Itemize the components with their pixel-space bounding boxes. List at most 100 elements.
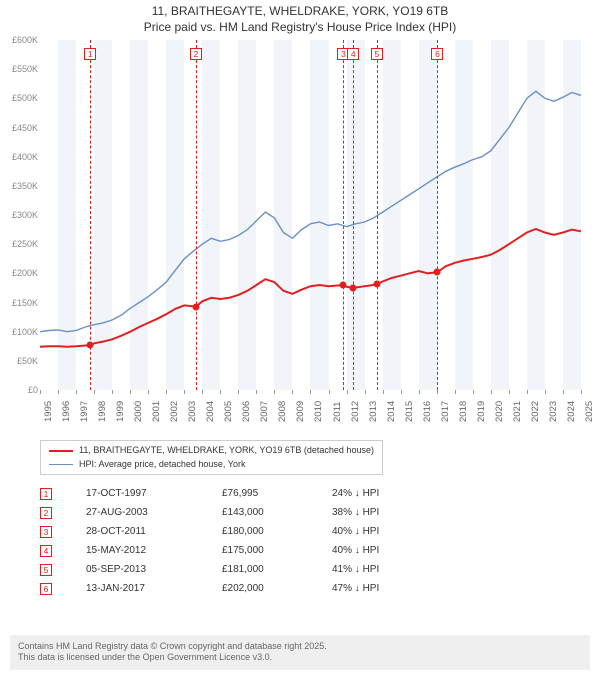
y-axis-label: £300K — [12, 210, 38, 220]
x-tick — [292, 390, 293, 394]
transaction-marker: 1 — [84, 48, 96, 60]
transactions-table: 1 17-OCT-1997£76,99524% ↓ HPI 2 27-AUG-2003… — [40, 484, 392, 598]
row-price: £180,000 — [222, 526, 332, 537]
x-tick — [509, 390, 510, 394]
transaction-line — [343, 40, 344, 390]
y-axis-label: £250K — [12, 239, 38, 249]
row-date: 17-OCT-1997 — [86, 488, 222, 499]
x-tick — [58, 390, 59, 394]
x-tick — [581, 390, 582, 394]
table-row: 2 27-AUG-2003£143,00038% ↓ HPI — [40, 503, 392, 522]
footer: Contains HM Land Registry data © Crown c… — [10, 635, 590, 670]
x-axis-label: 2001 — [151, 401, 162, 422]
x-tick — [40, 390, 41, 394]
legend-swatch — [49, 464, 73, 466]
x-tick — [310, 390, 311, 394]
x-axis-label: 1996 — [61, 401, 72, 422]
table-row: 1 17-OCT-1997£76,99524% ↓ HPI — [40, 484, 392, 503]
x-tick — [527, 390, 528, 394]
x-tick — [274, 390, 275, 394]
transaction-marker: 2 — [190, 48, 202, 60]
x-axis-label: 2019 — [476, 401, 487, 422]
transaction-line — [196, 40, 197, 390]
row-price: £175,000 — [222, 545, 332, 556]
plot-area: 123456 — [40, 40, 590, 390]
x-tick — [184, 390, 185, 394]
x-axis-label: 2006 — [241, 401, 252, 422]
page-title: 11, BRAITHEGAYTE, WHELDRAKE, YORK, YO19 … — [0, 0, 600, 35]
x-axis-label: 2020 — [494, 401, 505, 422]
sale-point — [87, 342, 94, 349]
row-price: £76,995 — [222, 488, 332, 499]
legend: 11, BRAITHEGAYTE, WHELDRAKE, YORK, YO19 … — [40, 440, 383, 475]
x-axis-label: 2016 — [422, 401, 433, 422]
transaction-line — [437, 40, 438, 390]
row-pct: 47% ↓ HPI — [332, 583, 392, 594]
x-axis-label: 2008 — [277, 401, 288, 422]
y-axis-label: £100K — [12, 327, 38, 337]
x-axis-label: 1997 — [79, 401, 90, 422]
row-price: £143,000 — [222, 507, 332, 518]
transaction-line — [377, 40, 378, 390]
legend-label: HPI: Average price, detached house, York — [79, 458, 245, 472]
x-axis-label: 2003 — [187, 401, 198, 422]
x-axis-label: 2004 — [205, 401, 216, 422]
sale-point — [192, 303, 199, 310]
y-axis-label: £350K — [12, 181, 38, 191]
x-axis-label: 2012 — [350, 401, 361, 422]
y-axis-label: £500K — [12, 93, 38, 103]
series-line — [40, 229, 581, 347]
row-marker: 2 — [40, 507, 52, 519]
y-axis-label: £550K — [12, 64, 38, 74]
row-marker: 1 — [40, 488, 52, 500]
x-tick — [112, 390, 113, 394]
y-axis-label: £50K — [17, 356, 38, 366]
legend-item: 11, BRAITHEGAYTE, WHELDRAKE, YORK, YO19 … — [49, 444, 374, 458]
x-tick — [202, 390, 203, 394]
x-tick — [220, 390, 221, 394]
x-axis-label: 2022 — [530, 401, 541, 422]
x-axis-label: 2025 — [584, 401, 595, 422]
footer-line1: Contains HM Land Registry data © Crown c… — [18, 641, 582, 653]
x-axis-label: 2007 — [259, 401, 270, 422]
sale-point — [350, 284, 357, 291]
x-axis-label: 2009 — [295, 401, 306, 422]
x-tick — [166, 390, 167, 394]
row-date: 13-JAN-2017 — [86, 583, 222, 594]
x-axis-label: 2010 — [313, 401, 324, 422]
x-axis-label: 2021 — [512, 401, 523, 422]
x-tick — [148, 390, 149, 394]
row-pct: 24% ↓ HPI — [332, 488, 392, 499]
row-pct: 40% ↓ HPI — [332, 545, 392, 556]
x-tick — [455, 390, 456, 394]
transaction-marker: 6 — [431, 48, 443, 60]
x-axis-label: 1995 — [43, 401, 54, 422]
table-row: 505-SEP-2013£181,00041% ↓ HPI — [40, 560, 392, 579]
row-pct: 38% ↓ HPI — [332, 507, 392, 518]
legend-item: HPI: Average price, detached house, York — [49, 458, 374, 472]
x-tick — [365, 390, 366, 394]
transaction-marker: 4 — [347, 48, 359, 60]
row-marker: 6 — [40, 583, 52, 595]
x-tick — [473, 390, 474, 394]
row-date: 28-OCT-2011 — [86, 526, 222, 537]
y-axis-label: £400K — [12, 152, 38, 162]
table-row: 613-JAN-2017£202,00047% ↓ HPI — [40, 579, 392, 598]
x-tick — [383, 390, 384, 394]
x-tick — [94, 390, 95, 394]
x-axis-label: 1998 — [97, 401, 108, 422]
row-marker: 3 — [40, 526, 52, 538]
title-line2: Price paid vs. HM Land Registry's House … — [0, 20, 600, 36]
y-axis-label: £200K — [12, 268, 38, 278]
x-axis-label: 2023 — [548, 401, 559, 422]
y-axis-label: £0 — [28, 385, 38, 395]
x-tick — [130, 390, 131, 394]
row-date: 27-AUG-2003 — [86, 507, 222, 518]
row-pct: 40% ↓ HPI — [332, 526, 392, 537]
price-chart: 123456 £0£50K£100K£150K£200K£250K£300K£3… — [0, 40, 600, 440]
x-tick — [347, 390, 348, 394]
x-tick — [491, 390, 492, 394]
transaction-line — [90, 40, 91, 390]
y-axis-label: £150K — [12, 298, 38, 308]
row-pct: 41% ↓ HPI — [332, 564, 392, 575]
